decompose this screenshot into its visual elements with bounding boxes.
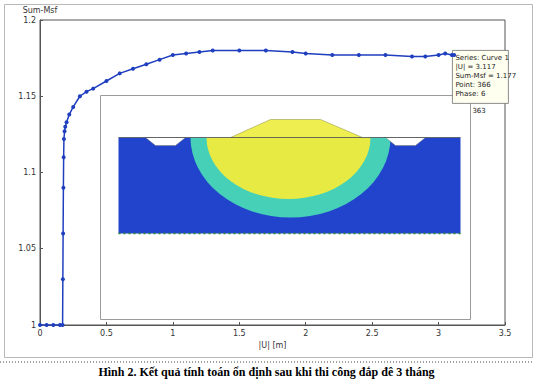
svg-text:0.5: 0.5 [100,329,113,338]
svg-text:363: 363 [472,107,485,115]
svg-text:|U| = 3.117: |U| = 3.117 [455,63,495,71]
svg-text:Sum-Msf: Sum-Msf [23,6,58,15]
svg-text:Point: 366: Point: 366 [455,81,491,89]
svg-text:1.2: 1.2 [23,16,36,25]
svg-text:1: 1 [170,329,175,338]
svg-text:3: 3 [436,329,441,338]
svg-text:1: 1 [31,321,36,330]
svg-text:1.15: 1.15 [18,92,36,101]
svg-text:1.1: 1.1 [23,168,36,177]
svg-text:|U| [m]: |U| [m] [259,341,287,350]
svg-text:1.05: 1.05 [18,244,36,253]
svg-text:Series: Curve 1: Series: Curve 1 [455,54,508,62]
svg-text:Sum-Msf = 1.177: Sum-Msf = 1.177 [455,72,516,80]
svg-text:Hình 2. Kết quả tính toán ổn đ: Hình 2. Kết quả tính toán ổn định sau kh… [98,365,434,379]
svg-text:0: 0 [37,329,42,338]
svg-text:3.5: 3.5 [499,329,512,338]
svg-text:2.5: 2.5 [366,329,379,338]
svg-text:2: 2 [303,329,308,338]
svg-text:Phase: 6: Phase: 6 [455,90,485,98]
svg-text:1.5: 1.5 [233,329,246,338]
